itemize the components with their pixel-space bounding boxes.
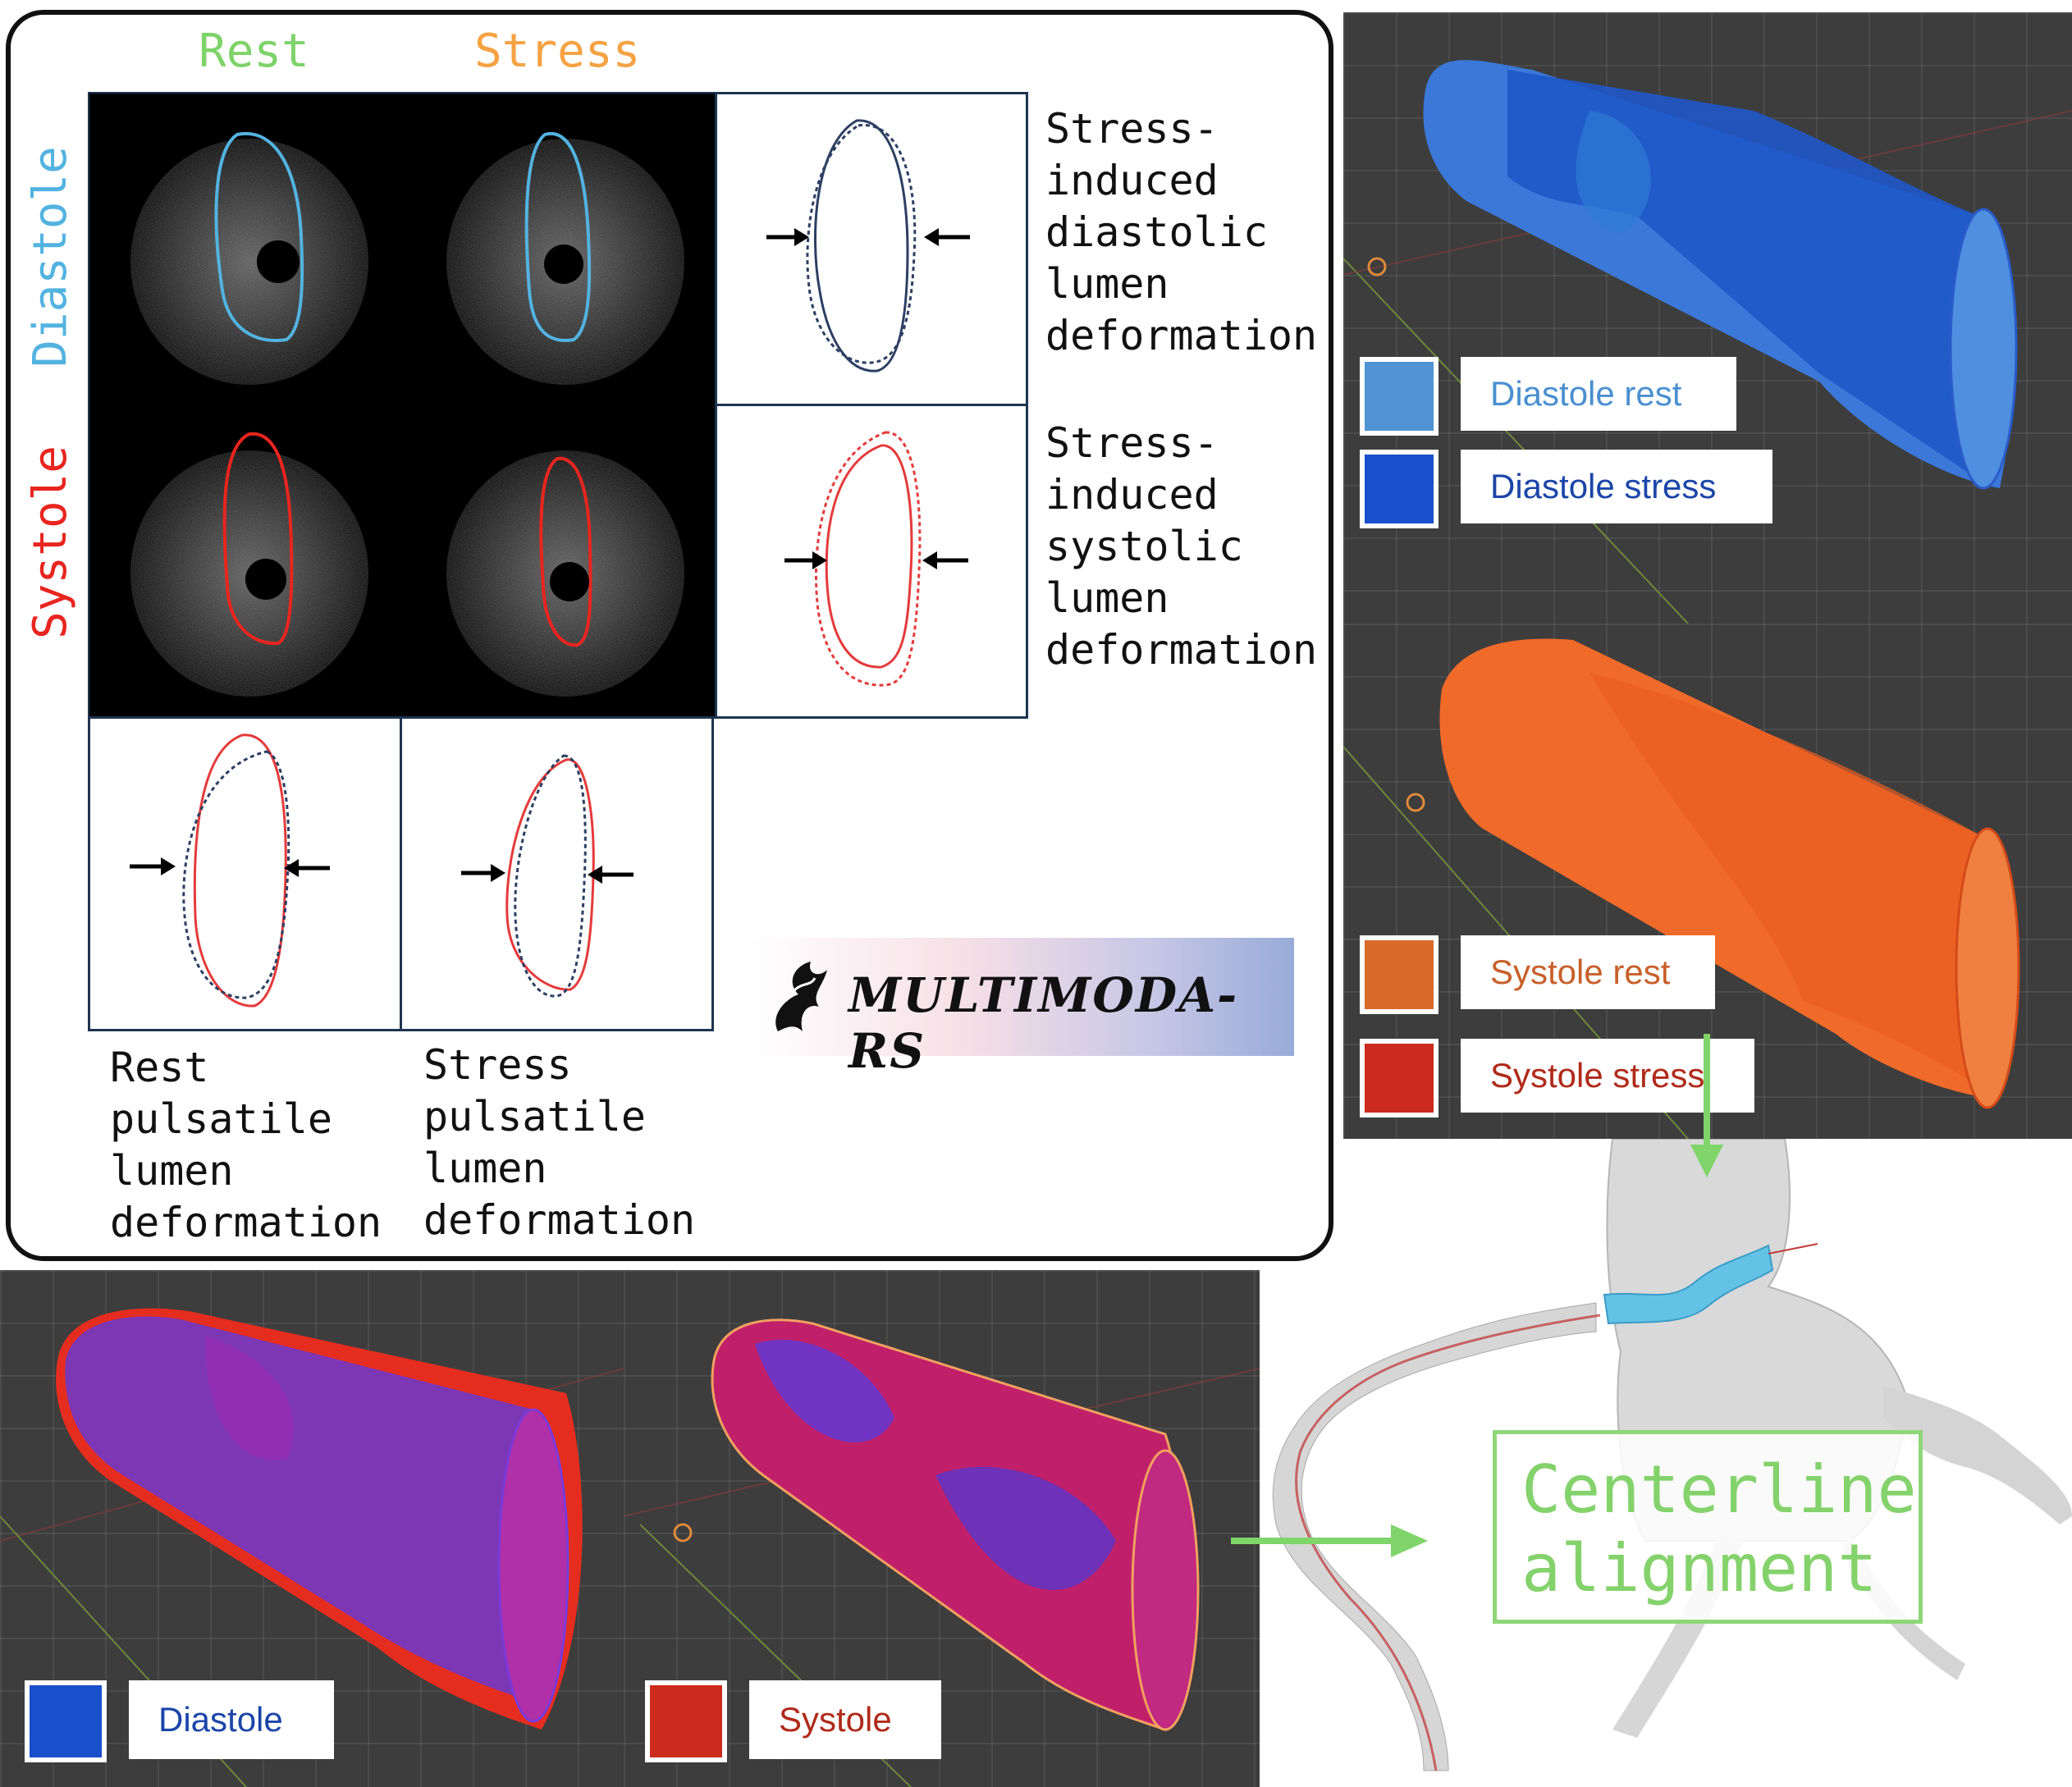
diastole-overlay-swatch xyxy=(25,1680,107,1762)
ivus-image-grid xyxy=(88,92,716,719)
diastole-overlay-mesh xyxy=(0,1308,624,1787)
row-header-systole: Systole xyxy=(24,446,77,640)
systole-overlay-swatch xyxy=(645,1680,727,1762)
row-header-diastole: Diastole xyxy=(24,146,77,368)
diastolic-deformation-label: Stress- induced diastolic lumen deformat… xyxy=(1045,105,1318,359)
diastole-overlay-viewport: Diastole xyxy=(0,1270,624,1787)
ivus-diastole-stress xyxy=(446,131,684,385)
systole-overlay-viewport: Systole xyxy=(624,1270,1260,1787)
tribal-logo-icon xyxy=(775,962,827,1031)
ivus-diastole-rest xyxy=(130,131,368,385)
systole-rest-legend-label: Systole rest xyxy=(1461,935,1715,1009)
systole-3d-mesh xyxy=(1343,638,2020,1139)
multimoda-rs-logo: MULTIMODA-RS xyxy=(750,938,1294,1079)
diastole-rest-legend-label: Diastole rest xyxy=(1461,357,1736,431)
rest-pulsatile-contour xyxy=(88,716,402,1031)
centerline-alignment-box: Centerline alignment xyxy=(1493,1430,1923,1624)
logo-text: MULTIMODA-RS xyxy=(848,967,1239,1079)
diastole-stress-swatch xyxy=(1360,450,1439,528)
ivus-images xyxy=(130,131,684,697)
column-header-stress: Stress xyxy=(474,25,641,78)
centerline-alignment-label: Centerline alignment xyxy=(1521,1451,1917,1606)
stress-pulsatile-label: Stress pulsatile lumen deformation xyxy=(423,1041,696,1244)
arrow-down-icon xyxy=(1690,1034,1723,1177)
diastole-3d-mesh xyxy=(1343,60,2072,624)
stress-pulsatile-contour xyxy=(400,716,714,1031)
arrow-right-icon xyxy=(1231,1524,1428,1557)
systole-rest-swatch xyxy=(1360,935,1439,1014)
diastole-3d-viewport: Diastole rest Diastole stress xyxy=(1343,12,2072,624)
systole-overlay-mesh xyxy=(624,1319,1260,1787)
diastole-rest-swatch xyxy=(1360,357,1439,436)
systolic-deformation-contour xyxy=(715,404,1028,719)
column-header-rest: Rest xyxy=(199,25,309,78)
systolic-deformation-label: Stress- induced systolic lumen deformati… xyxy=(1045,419,1318,674)
diastole-overlay-legend-label: Diastole xyxy=(129,1680,334,1759)
ivus-systole-rest xyxy=(130,432,368,697)
rest-pulsatile-label: Rest pulsatile lumen deformation xyxy=(110,1044,382,1246)
ivus-systole-stress xyxy=(446,450,684,697)
diastole-stress-legend-label: Diastole stress xyxy=(1461,450,1772,523)
systole-overlay-legend-label: Systole xyxy=(749,1680,941,1759)
diastolic-deformation-contour xyxy=(715,92,1028,406)
systole-stress-swatch xyxy=(1360,1039,1439,1117)
